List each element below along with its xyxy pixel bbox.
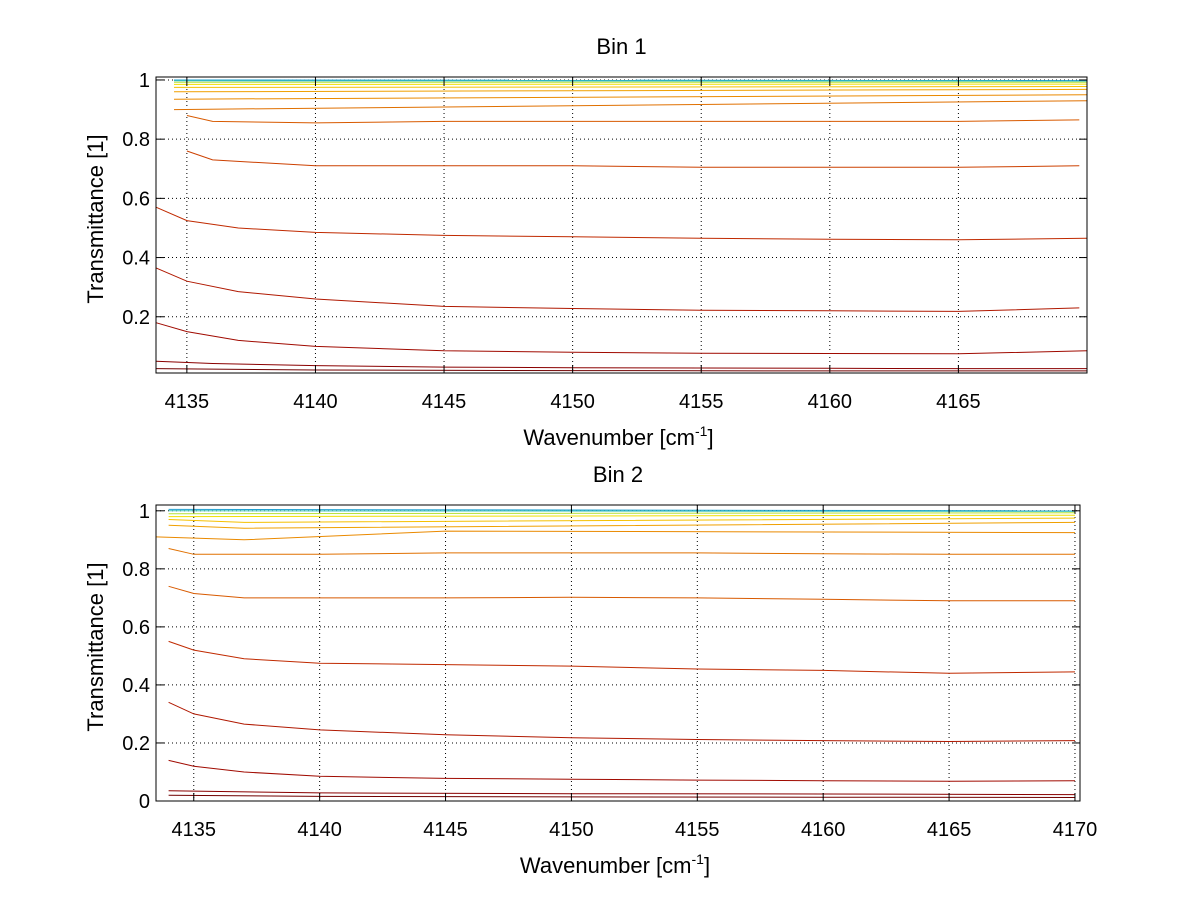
x-tick-label: 4165 — [927, 819, 972, 841]
series-line-7 — [173, 94, 1088, 100]
x-tick-label: 4160 — [808, 391, 853, 413]
y-tick-label: 0.4 — [122, 248, 150, 270]
series-line-11 — [168, 701, 1076, 743]
y-tick-label: 0.6 — [122, 188, 150, 210]
x-tick-label: 4170 — [1053, 819, 1098, 841]
series-line-11 — [155, 206, 1088, 241]
y-tick-label: 1 — [139, 501, 150, 523]
chart-title: Bin 2 — [593, 462, 643, 487]
y-tick-label: 0.2 — [122, 307, 150, 329]
y-axis-label: Transmittance [1] — [83, 134, 108, 303]
y-tick-label: 0.8 — [122, 129, 150, 151]
x-tick-label: 4140 — [293, 391, 338, 413]
chart-title: Bin 1 — [596, 34, 646, 59]
y-tick-label: 1 — [139, 70, 150, 92]
series-line-3 — [168, 512, 1076, 515]
x-tick-label: 4150 — [550, 391, 595, 413]
axes-box — [155, 76, 1088, 374]
series-line-4 — [168, 514, 1076, 518]
x-tick-label: 4165 — [936, 391, 981, 413]
series-line-12 — [155, 267, 1080, 312]
series-line-14 — [168, 794, 1076, 798]
series-line-13 — [168, 790, 1076, 796]
y-tick-label: 0 — [139, 791, 150, 813]
series-line-10 — [186, 150, 1080, 168]
series-line-6 — [173, 88, 1088, 93]
chart-panel-2: Bin 2 4135 4140 4145 4150 4155 4160 4165 4170 0 0.… — [83, 462, 1097, 878]
series-line-8 — [173, 100, 1088, 111]
x-tick-label: 4155 — [675, 819, 720, 841]
series-line-13 — [155, 322, 1088, 355]
y-tick-label: 0.2 — [122, 733, 150, 755]
y-axis-label: Transmittance [1] — [83, 562, 108, 731]
x-tick-label: 4135 — [165, 391, 210, 413]
x-tick-label: 4145 — [422, 391, 467, 413]
x-tick-label: 4135 — [172, 819, 217, 841]
series-line-1 — [173, 79, 1088, 82]
axes-box — [155, 504, 1081, 802]
y-tick-label: 0.4 — [122, 675, 150, 697]
x-tick-label: 4160 — [801, 819, 846, 841]
chart-panel-1: Bin 1 4135 4140 4145 4150 4155 4160 4165 0.2 0.4 0… — [83, 34, 1088, 450]
y-tick-label: 0.6 — [122, 617, 150, 639]
series-line-12 — [168, 759, 1076, 782]
series-line-6 — [168, 521, 1076, 529]
x-tick-label: 4155 — [679, 391, 724, 413]
series-line-14 — [155, 360, 1087, 370]
series-line-9 — [186, 115, 1080, 124]
series-line-5 — [173, 86, 1088, 88]
series-line-8 — [168, 548, 1075, 555]
x-axis-label: Wavenumber [cm-1] — [523, 423, 713, 450]
series-line-5 — [168, 517, 1076, 523]
series-line-9 — [168, 585, 1075, 602]
x-tick-label: 4150 — [549, 819, 594, 841]
y-tick-label: 0.8 — [122, 559, 150, 581]
x-axis-label: Wavenumber [cm-1] — [520, 851, 710, 878]
series-line-7 — [155, 530, 1076, 541]
series-line-10 — [168, 640, 1076, 674]
x-tick-label: 4145 — [423, 819, 468, 841]
x-tick-label: 4140 — [297, 819, 342, 841]
series-line-2 — [168, 510, 1076, 512]
